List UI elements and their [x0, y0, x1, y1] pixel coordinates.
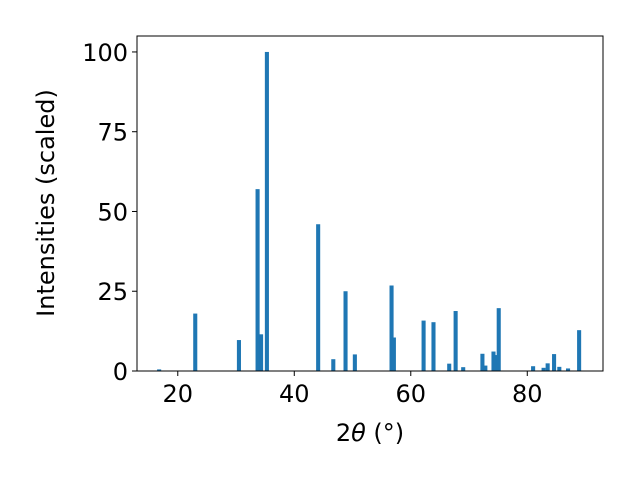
- bar: [259, 334, 264, 371]
- x-tick-label: 60: [396, 380, 427, 408]
- y-tick-label: 100: [82, 39, 128, 67]
- bar: [493, 355, 498, 371]
- bar: [557, 366, 562, 371]
- bar: [552, 354, 557, 371]
- bar: [236, 340, 241, 371]
- bar: [447, 363, 452, 371]
- bar: [421, 320, 426, 371]
- y-tick-label: 75: [97, 119, 128, 147]
- bar: [541, 367, 546, 371]
- y-tick-label: 25: [97, 278, 128, 306]
- x-tick-label: 40: [279, 380, 310, 408]
- bars-group: [157, 51, 582, 371]
- bar: [352, 354, 357, 371]
- bar: [193, 313, 198, 371]
- bar: [343, 291, 348, 371]
- plot-frame: [136, 35, 604, 372]
- y-axis-label: Intensities (scaled): [32, 89, 60, 317]
- bar: [496, 308, 501, 371]
- bar: [331, 359, 336, 371]
- bar: [264, 51, 269, 371]
- bar: [255, 189, 260, 371]
- bar: [453, 311, 458, 371]
- y-axis-ticks: 0 25 50 75 100: [82, 39, 137, 386]
- x-tick-label: 20: [163, 380, 194, 408]
- bar: [577, 330, 582, 371]
- x-tick-label: 80: [512, 380, 543, 408]
- bar: [431, 322, 436, 371]
- y-tick-label: 0: [113, 358, 128, 386]
- y-tick-label: 50: [97, 198, 128, 226]
- bar: [566, 368, 571, 371]
- bar: [480, 353, 485, 371]
- bar: [316, 224, 321, 371]
- bar: [531, 366, 536, 371]
- bar: [389, 285, 394, 371]
- bar: [461, 367, 466, 371]
- x-axis-label: 2θ (°): [336, 419, 404, 447]
- bar: [157, 369, 162, 371]
- bar: [545, 363, 550, 371]
- bar: [391, 337, 396, 371]
- bar: [483, 365, 488, 371]
- x-axis-ticks: 20 40 60 80: [163, 371, 543, 408]
